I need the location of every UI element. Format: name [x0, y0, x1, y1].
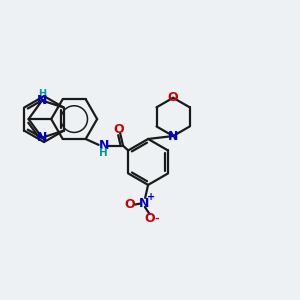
Text: H: H	[39, 89, 47, 99]
Text: +: +	[147, 192, 155, 202]
Text: -: -	[154, 214, 159, 224]
Text: O: O	[113, 123, 124, 136]
Text: N: N	[168, 130, 178, 143]
Text: H: H	[99, 148, 108, 158]
Text: O: O	[124, 198, 135, 211]
Text: N: N	[140, 197, 150, 210]
Text: N: N	[37, 94, 47, 107]
Text: O: O	[145, 212, 155, 225]
Text: O: O	[168, 91, 178, 104]
Text: N: N	[37, 131, 47, 145]
Text: N: N	[99, 139, 109, 152]
